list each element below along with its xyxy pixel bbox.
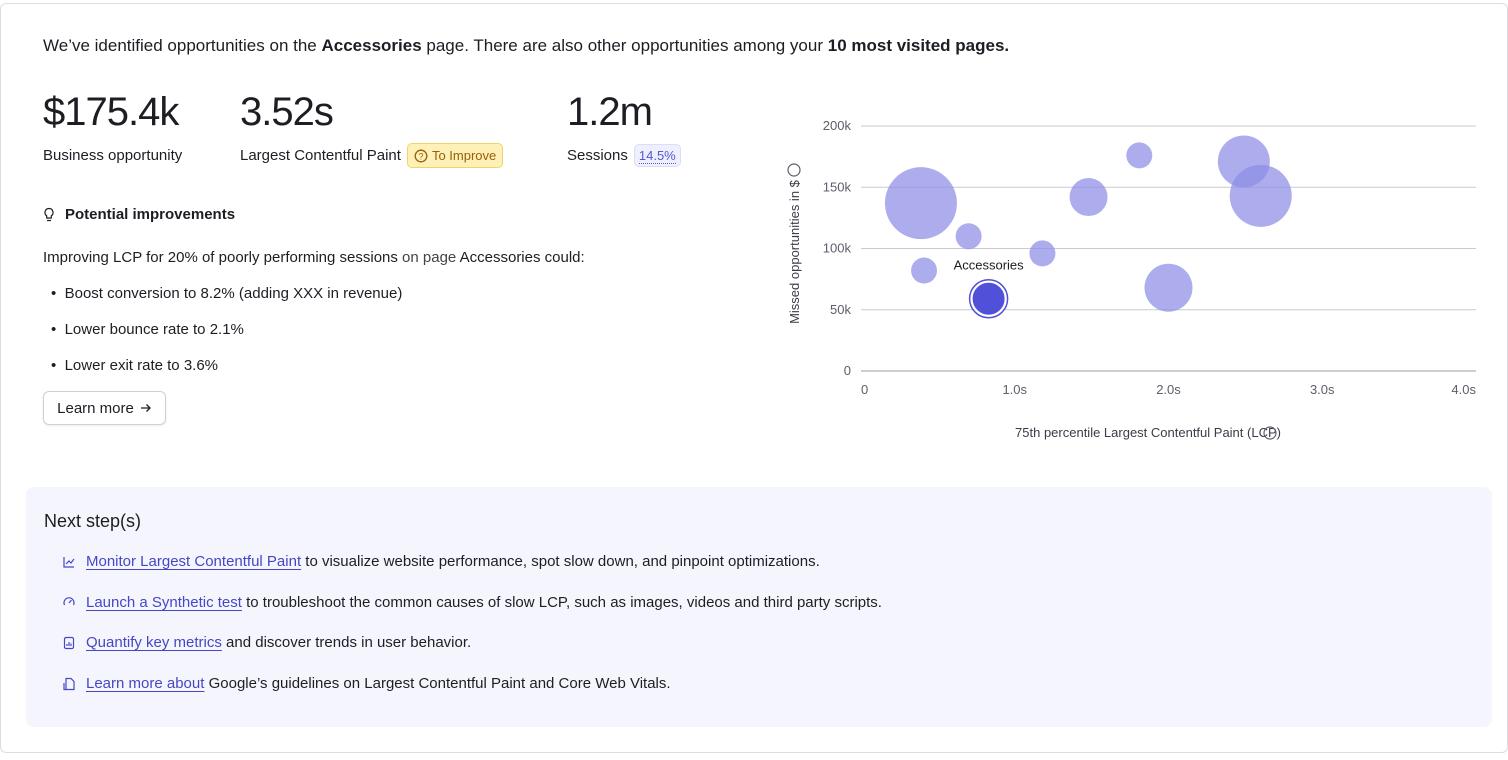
bubble bbox=[884, 167, 957, 240]
lead-text: Accessories bbox=[459, 249, 541, 266]
step-text-wrap: Quantify key metrics and discover trends… bbox=[86, 634, 471, 651]
x-tick-label: 0 bbox=[861, 382, 868, 397]
improvements-lead: Improving LCP for 20% of poorly performi… bbox=[43, 249, 585, 266]
bulb-icon bbox=[44, 207, 54, 221]
metric-value: 1.2m bbox=[567, 90, 653, 134]
bubble bbox=[1029, 240, 1056, 267]
step-text: to troubleshoot the common causes of slo… bbox=[241, 593, 882, 611]
bullet-text: Lower bounce rate to bbox=[64, 321, 210, 338]
intro-text: We’ve identified opportunities on the bbox=[43, 36, 322, 55]
svg-text:?: ? bbox=[418, 151, 423, 161]
bubble bbox=[1229, 164, 1292, 227]
x-tick-label: 3.0s bbox=[1310, 382, 1335, 397]
change-badge: 14.5% bbox=[633, 144, 681, 167]
metric-label: Sessions 14.5% bbox=[567, 144, 681, 167]
y-tick-label: 150k bbox=[823, 179, 852, 194]
bubble bbox=[1069, 178, 1108, 217]
y-tick-label: 50k bbox=[830, 302, 851, 317]
button-text: Learn more bbox=[57, 399, 134, 417]
step-link[interactable]: Learn more about bbox=[86, 675, 205, 693]
bullet: • Lower exit rate to 3.6% bbox=[51, 357, 219, 374]
x-tick-label: 4.0s bbox=[1451, 382, 1476, 397]
status-badge: ? To Improve bbox=[406, 143, 504, 168]
bullet-text: 3.6% bbox=[183, 357, 219, 374]
badge-text: To Improve bbox=[431, 148, 497, 163]
step-icon bbox=[63, 677, 75, 690]
metric-label-text: Largest Contentful Paint bbox=[240, 147, 401, 164]
metric-value: 3.52s bbox=[240, 90, 334, 134]
bullet-text: Lower exit rate to bbox=[64, 357, 184, 374]
step-text-wrap: Monitor Largest Contentful Paint to visu… bbox=[86, 553, 820, 570]
step-text-wrap: Launch a Synthetic test to troubleshoot … bbox=[86, 594, 882, 611]
bubble bbox=[1144, 263, 1193, 312]
next-steps-panel: Next step(s) Monitor Largest Contentful … bbox=[26, 487, 1492, 727]
help-icon bbox=[1263, 426, 1277, 440]
question-icon: ? bbox=[414, 149, 428, 162]
x-tick-label: 1.0s bbox=[1002, 382, 1027, 397]
badge-text: 14.5% bbox=[638, 148, 676, 164]
bullet: • Lower bounce rate to 2.1% bbox=[51, 321, 244, 338]
bullet-text: 2.1% bbox=[209, 321, 244, 338]
y-tick-label: 0 bbox=[844, 363, 851, 378]
bubble-chart: 0 50k 100k 150k 200k 0 1.0s 2.0s 3.0s 4.0s 75th pe… bbox=[787, 118, 1476, 440]
bullet: • Boost conversion to 8.2% (adding XXX i… bbox=[51, 285, 403, 302]
bubble bbox=[911, 257, 938, 284]
metric-value: $175.4k bbox=[43, 90, 179, 134]
arrow-icon bbox=[140, 404, 151, 412]
x-tick-label: 2.0s bbox=[1156, 382, 1181, 397]
bubble bbox=[955, 223, 982, 250]
y-tick-label: 200k bbox=[823, 118, 852, 133]
bullet-text: Boost conversion to bbox=[64, 285, 201, 302]
step: Launch a Synthetic test to troubleshoot … bbox=[62, 594, 882, 611]
bullet-text: XXX bbox=[293, 285, 324, 302]
step-icon bbox=[63, 597, 75, 606]
bubble-label: Accessories bbox=[954, 258, 1025, 273]
intro-text: page. There are also other opportunities… bbox=[421, 36, 828, 55]
y-axis-title: Missed opportunities in $ bbox=[787, 179, 802, 324]
next-steps-title: Next step(s) bbox=[44, 511, 142, 531]
help-icon bbox=[787, 163, 801, 177]
x-axis-title: 75th percentile Largest Contentful Paint… bbox=[1015, 425, 1281, 440]
learn-more-button[interactable]: Learn more bbox=[43, 391, 166, 425]
step: Monitor Largest Contentful Paint to visu… bbox=[62, 553, 820, 570]
bubble bbox=[1126, 142, 1153, 169]
lead-text: Improving LCP for 20% of poorly performi… bbox=[43, 249, 398, 266]
intro: We’ve identified opportunities on the Ac… bbox=[43, 36, 1009, 56]
highlighted-bubble bbox=[970, 280, 1007, 317]
step-link[interactable]: Monitor Largest Contentful Paint bbox=[86, 553, 302, 570]
step-text: Google’s guidelines on Largest Contentfu… bbox=[204, 675, 671, 693]
step: Learn more about Google’s guidelines on … bbox=[62, 675, 671, 692]
lead-text: could: bbox=[540, 249, 585, 266]
intro-pages: 10 most visited pages. bbox=[827, 36, 1010, 55]
step: Quantify key metrics and discover trends… bbox=[62, 634, 471, 651]
step-icon bbox=[63, 556, 75, 568]
bullet-text: (adding bbox=[234, 285, 294, 302]
highlight-ring bbox=[968, 278, 1009, 319]
intro-page: Accessories bbox=[321, 36, 422, 55]
card: We’ve identified opportunities on the Ac… bbox=[0, 3, 1508, 753]
metric-label: Business opportunity bbox=[43, 147, 182, 164]
metric-label-text: Sessions bbox=[567, 147, 628, 164]
lead-text: on page bbox=[397, 249, 460, 266]
step-link[interactable]: Launch a Synthetic test bbox=[86, 593, 242, 611]
metric-label-text: Business opportunity bbox=[43, 147, 183, 164]
metric-label: Largest Contentful Paint ? To Improve bbox=[240, 143, 504, 168]
improvements-title-text: Potential improvements bbox=[65, 206, 236, 223]
bullet-text: in revenue) bbox=[323, 285, 403, 302]
y-tick-label: 100k bbox=[823, 241, 852, 256]
bullet-text: 8.2% bbox=[200, 285, 235, 302]
improvements-title: Potential improvements bbox=[43, 206, 235, 223]
step-text: and discover trends in user behavior. bbox=[221, 634, 472, 652]
step-text-wrap: Learn more about Google’s guidelines on … bbox=[86, 675, 671, 692]
step-link[interactable]: Quantify key metrics bbox=[86, 634, 222, 652]
step-text: to visualize website performance, spot s… bbox=[301, 553, 820, 570]
step-icon bbox=[63, 636, 75, 649]
